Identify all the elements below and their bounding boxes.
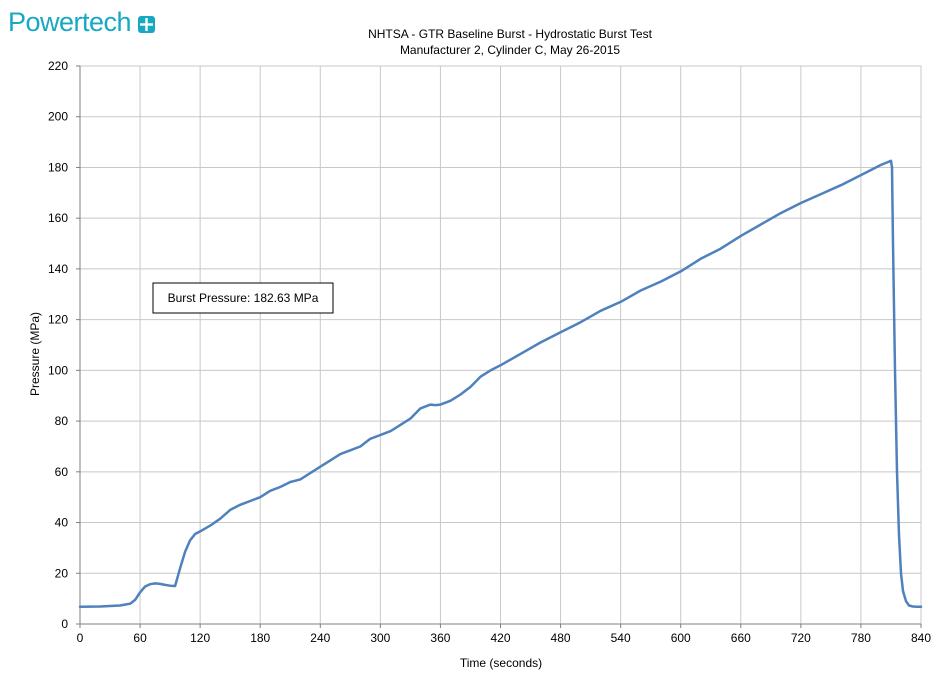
annotation-layer: Burst Pressure: 182.63 MPa [152,282,334,314]
y-tick-label: 160 [48,211,68,225]
x-tick-label: 120 [190,631,210,645]
x-axis-label: Time (seconds) [460,656,542,670]
y-tick-label: 180 [48,160,68,174]
y-tick-label: 200 [48,110,68,124]
brand-logo: Powertech [8,7,156,38]
y-tick-label: 40 [55,516,69,530]
y-tick-label: 140 [48,262,68,276]
y-tick-label: 220 [48,59,68,73]
axis-layer [76,65,922,628]
x-tick-label: 300 [370,631,390,645]
x-tick-label: 60 [133,631,147,645]
y-tick-label: 0 [61,617,68,631]
x-tick-label: 720 [791,631,811,645]
y-tick-label: 20 [55,566,69,580]
y-tick-label: 60 [55,465,69,479]
series-layer [78,159,923,609]
x-tick-label: 420 [490,631,510,645]
plus-cross-icon [138,15,156,33]
x-tick-label: 840 [911,631,931,645]
chart-subtitle: Manufacturer 2, Cylinder C, May 26-2015 [399,43,621,57]
y-tick-label: 80 [55,414,69,428]
x-tick-label: 540 [611,631,631,645]
x-tick-label: 480 [551,631,571,645]
burst-pressure-box [152,282,334,314]
x-tick-label: 780 [851,631,871,645]
grid-layer [80,65,922,624]
x-tick-label: 180 [250,631,270,645]
chart-title: NHTSA - GTR Baseline Burst - Hydrostatic… [368,27,652,41]
brand-name: Powertech [8,7,132,37]
y-tick-label: 120 [48,313,68,327]
x-tick-label: 0 [77,631,84,645]
x-tick-label: 240 [310,631,330,645]
x-tick-label: 600 [671,631,691,645]
series-line [78,159,923,609]
y-tick-label: 100 [48,363,68,377]
x-tick-label: 660 [731,631,751,645]
x-tick-label: 360 [430,631,450,645]
burst-pressure-annotation: Burst Pressure: 182.63 MPa [168,291,319,305]
tick-layer: 0 60 120 180 240 300 360 420 480 540 600 660 720 780 8… [48,59,931,645]
y-axis-label: Pressure (MPa) [28,312,42,396]
